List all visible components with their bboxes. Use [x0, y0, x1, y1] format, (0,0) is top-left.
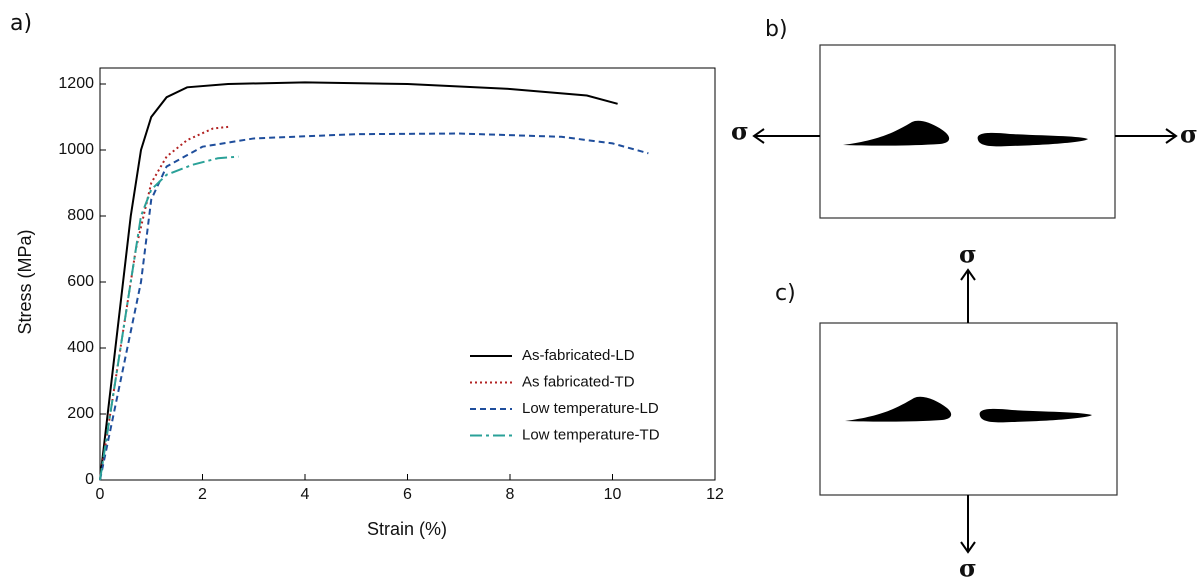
- legend-label: Low temperature-LD: [522, 400, 659, 417]
- x-tick-label: 8: [506, 486, 515, 503]
- legend-label: As-fabricated-LD: [522, 347, 635, 364]
- x-axis-title: Strain (%): [367, 519, 447, 539]
- y-tick-label: 0: [85, 471, 94, 488]
- x-tick-label: 4: [301, 486, 310, 503]
- arrow-head: [1165, 128, 1178, 144]
- pore: [843, 120, 950, 146]
- sigma-label: σ: [959, 240, 977, 269]
- sigma-label: σ: [731, 117, 749, 146]
- pore: [845, 396, 952, 422]
- y-tick-label: 800: [67, 207, 94, 224]
- x-tick-label: 6: [403, 486, 412, 503]
- arrow-head: [960, 268, 976, 281]
- x-tick-label: 2: [198, 486, 207, 503]
- series-line: [99, 155, 239, 481]
- sigma-label: σ: [959, 554, 977, 581]
- legend-label: Low temperature-TD: [522, 426, 660, 443]
- y-tick-label: 600: [67, 273, 94, 290]
- series-line: [99, 132, 649, 481]
- specimen-box: [819, 44, 1116, 219]
- pore: [977, 132, 1088, 147]
- legend-label: As fabricated-TD: [522, 373, 635, 390]
- x-tick-label: 0: [96, 486, 105, 503]
- series-line: [99, 81, 618, 481]
- arrow-head: [752, 128, 765, 144]
- y-axis-title: Stress (MPa): [15, 229, 35, 334]
- panel-label: a): [10, 11, 32, 36]
- series-line: [99, 125, 229, 481]
- panel-label: c): [775, 281, 796, 306]
- pore: [979, 408, 1092, 423]
- arrow-head: [960, 541, 976, 554]
- y-tick-label: 200: [67, 405, 94, 422]
- panel-label: b): [765, 17, 788, 42]
- y-tick-label: 1000: [58, 141, 94, 158]
- x-tick-label: 12: [706, 486, 724, 503]
- plot-frame: [99, 67, 716, 481]
- x-tick-label: 10: [604, 486, 622, 503]
- sigma-label: σ: [1180, 120, 1198, 149]
- y-tick-label: 1200: [58, 75, 94, 92]
- specimen-box: [819, 322, 1118, 496]
- y-tick-label: 400: [67, 339, 94, 356]
